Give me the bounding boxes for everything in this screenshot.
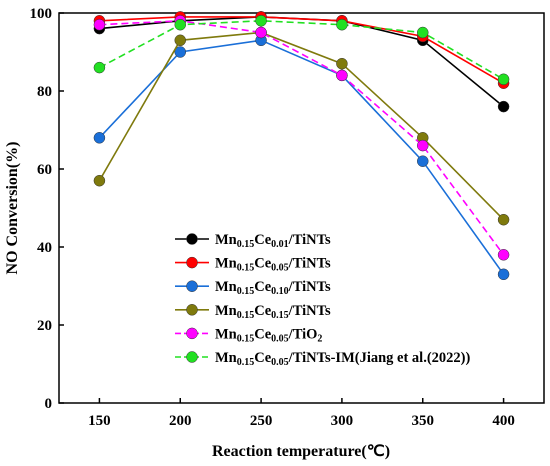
legend-marker	[186, 327, 198, 340]
series-line	[99, 16, 504, 84]
legend-label: Mn0.15Ce0.15/TiNTs	[215, 303, 331, 321]
axis-ticks: 150 200 250 300 350 400 0 20 40 60 80 100	[30, 6, 515, 429]
series-line	[99, 16, 505, 108]
legend-item: Mn0.15Ce0.05/TiNTs	[175, 256, 331, 274]
data-point	[336, 69, 348, 82]
data-point	[497, 249, 510, 261]
y-tick-label: 40	[37, 240, 52, 256]
legend-marker	[186, 351, 198, 363]
x-tick-label: 300	[331, 413, 354, 429]
y-axis-title: NO Conversion(%)	[4, 142, 21, 275]
data-point	[255, 15, 267, 27]
data-point	[497, 73, 510, 86]
data-point	[417, 139, 429, 152]
data-point	[93, 132, 106, 144]
data-point	[497, 213, 510, 226]
data-point	[497, 100, 510, 113]
series-line	[99, 19, 504, 80]
legend-marker	[186, 233, 198, 245]
legend-item: Mn0.15Ce0.01/TiNTs	[175, 232, 331, 250]
data-point	[174, 34, 186, 47]
series-layer	[93, 11, 510, 281]
data-point	[255, 26, 267, 39]
data-point	[174, 46, 186, 58]
legend-label: Mn0.15Ce0.10/TiNTs	[215, 279, 331, 297]
y-tick-label: 20	[37, 318, 52, 334]
legend-item: Mn0.15Ce0.15/TiNTs	[175, 303, 331, 321]
legend-label: Mn0.15Ce0.05/TiNTs-IM(Jiang et al.(2022)…	[215, 350, 470, 368]
legend-label: Mn0.15Ce0.05/TiNTs	[215, 256, 331, 274]
legend-label: Mn0.15Ce0.05/TiO2	[215, 326, 322, 344]
data-point	[336, 18, 348, 31]
x-tick-label: 250	[250, 413, 273, 429]
legend-marker	[186, 280, 198, 292]
x-axis-title: Reaction temperature(℃)	[212, 443, 390, 460]
data-point	[93, 18, 106, 31]
x-tick-label: 200	[169, 413, 192, 429]
data-point	[93, 174, 106, 187]
legend-item: Mn0.15Ce0.05/TiO2	[175, 326, 322, 344]
x-tick-label: 150	[88, 413, 111, 429]
legend-marker	[186, 304, 198, 316]
data-point	[417, 26, 429, 39]
x-tick-label: 400	[492, 413, 515, 429]
legend: Mn0.15Ce0.01/TiNTs Mn0.15Ce0.05/TiNTs Mn0.…	[175, 232, 470, 368]
legend-item: Mn0.15Ce0.05/TiNTs-IM(Jiang et al.(2022)…	[175, 350, 470, 368]
series-group	[93, 11, 510, 113]
data-point	[93, 61, 106, 74]
series-group	[93, 15, 510, 86]
y-tick-label: 0	[45, 396, 53, 412]
data-point	[174, 18, 186, 31]
series-line	[99, 19, 505, 256]
plot-frame	[58, 12, 545, 404]
data-point	[336, 57, 348, 70]
series-line	[98, 31, 505, 221]
data-point	[497, 268, 510, 281]
data-point	[417, 155, 429, 167]
series-group	[93, 15, 510, 261]
y-tick-label: 80	[37, 84, 52, 100]
legend-item: Mn0.15Ce0.10/TiNTs	[175, 279, 331, 297]
legend-marker	[186, 256, 198, 269]
series-line	[98, 39, 505, 275]
y-tick-label: 60	[37, 162, 52, 178]
legend-label: Mn0.15Ce0.01/TiNTs	[215, 232, 331, 250]
x-tick-label: 350	[412, 413, 435, 429]
y-tick-label: 100	[30, 6, 53, 22]
